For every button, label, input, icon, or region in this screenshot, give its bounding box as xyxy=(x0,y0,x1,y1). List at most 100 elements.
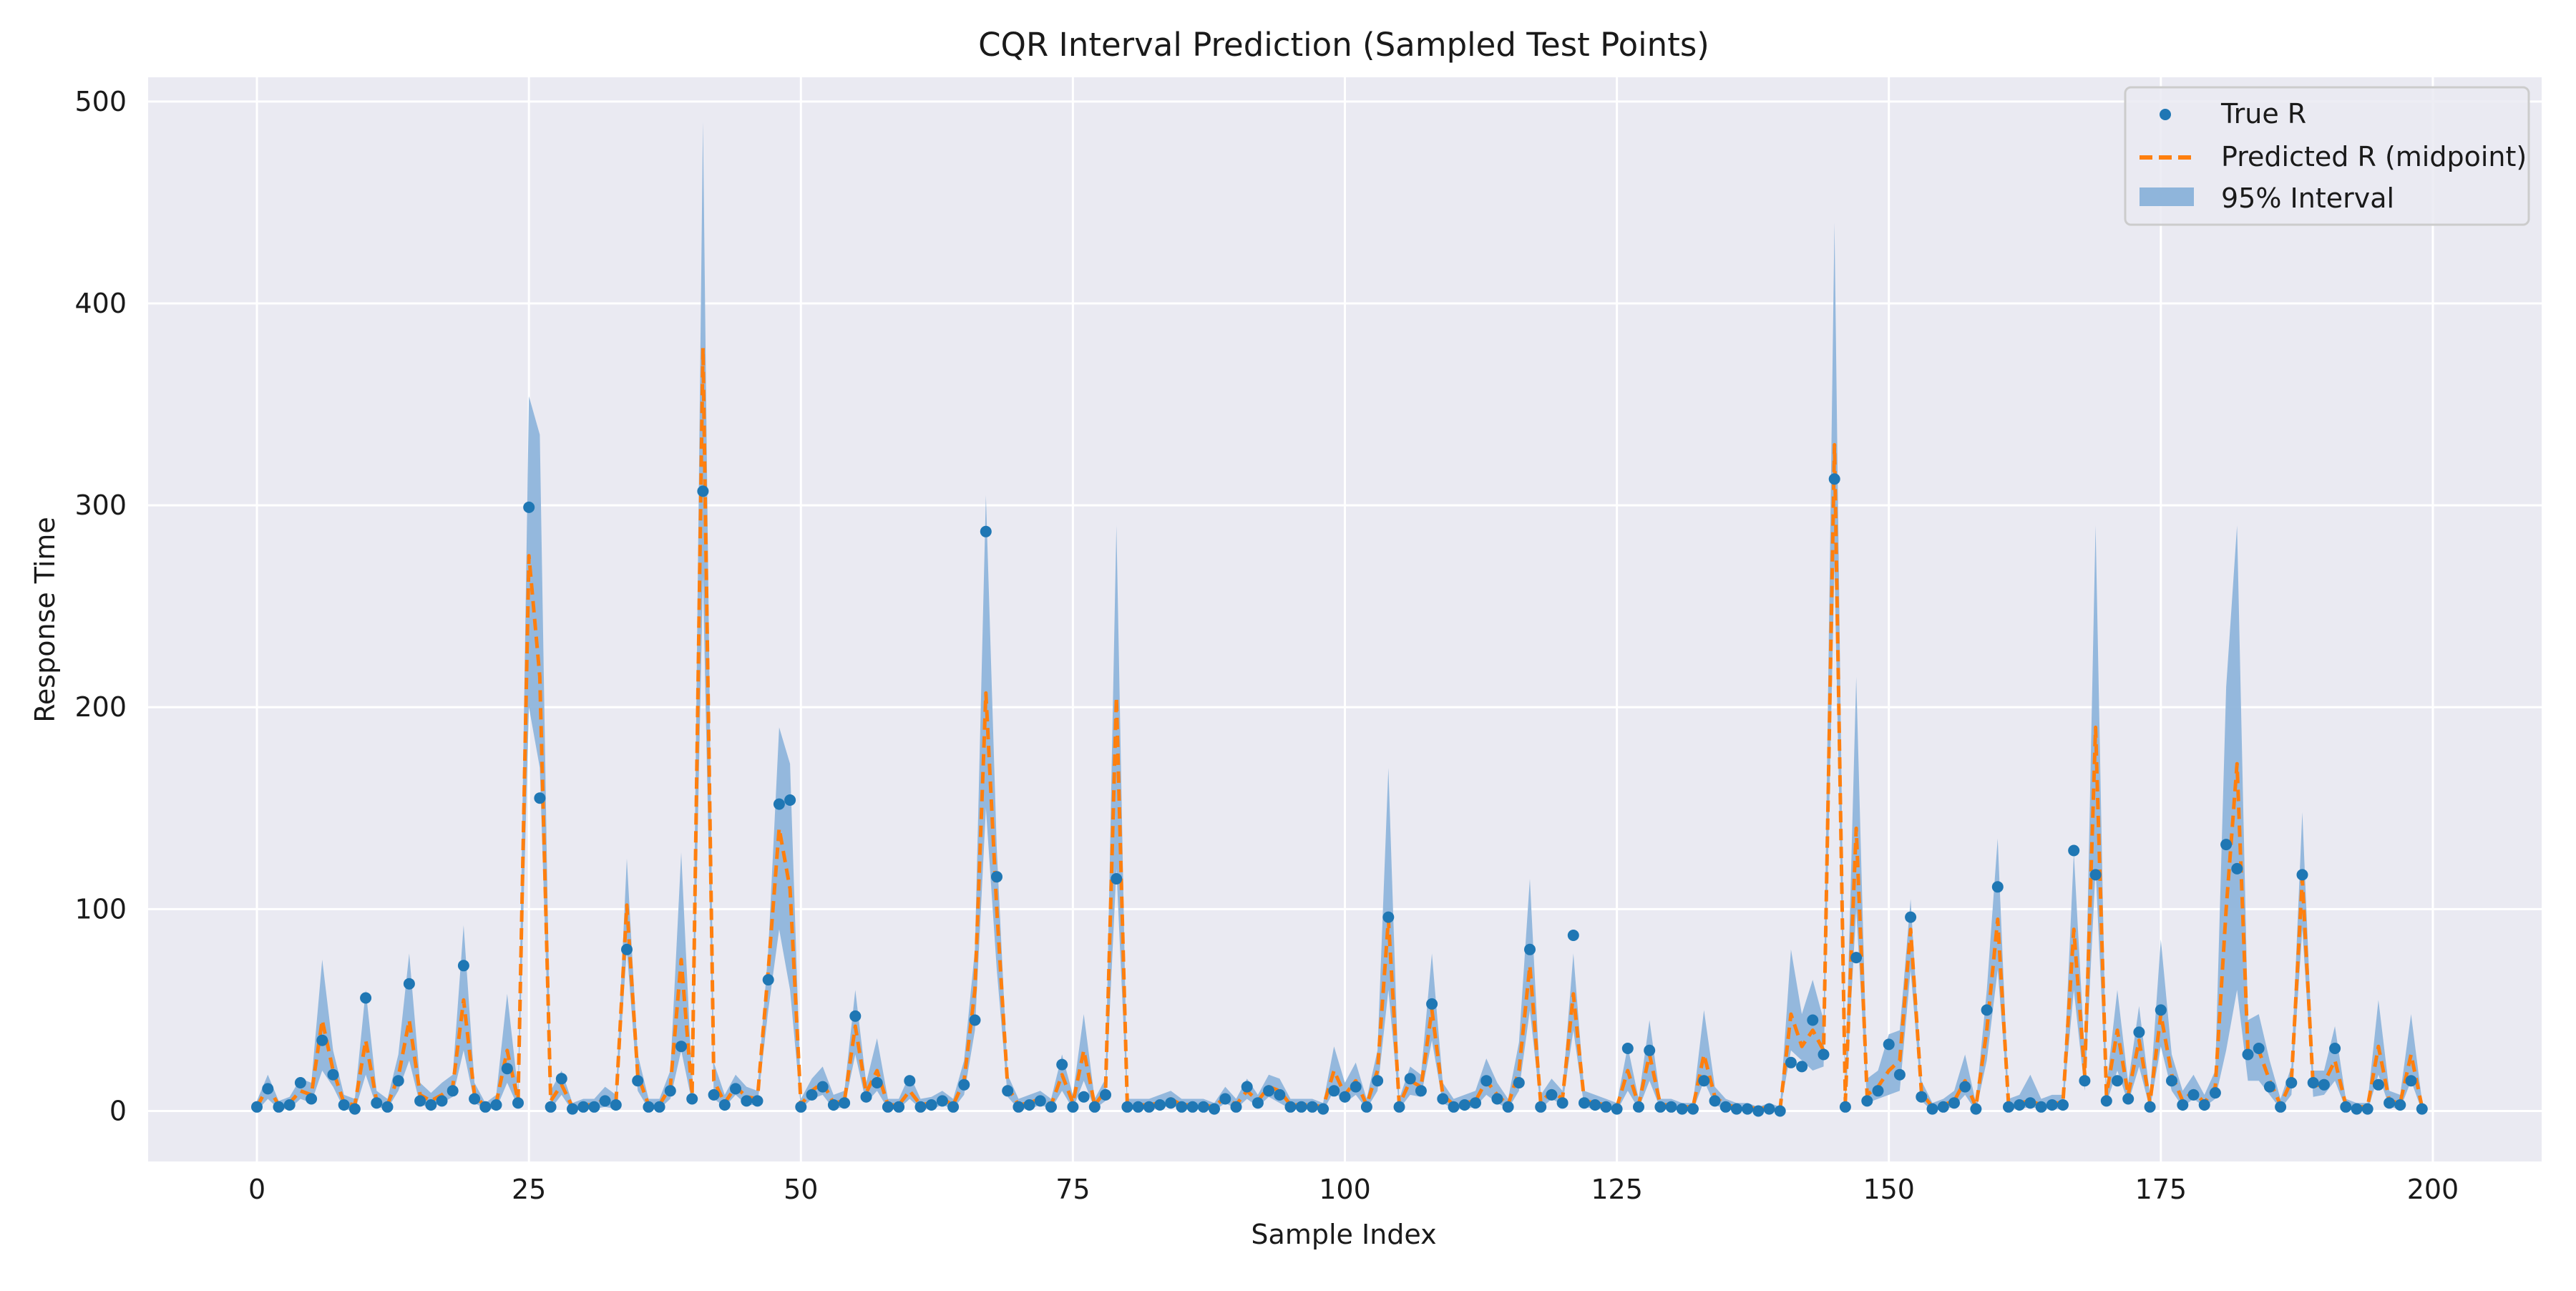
true-r-point xyxy=(664,1085,676,1097)
true-r-point xyxy=(479,1101,492,1113)
true-r-point xyxy=(567,1103,578,1115)
true-r-point xyxy=(414,1095,426,1107)
true-r-point xyxy=(577,1101,590,1113)
y-tick-label: 0 xyxy=(109,1095,127,1126)
true-r-point xyxy=(1034,1095,1046,1107)
true-r-point xyxy=(2361,1103,2373,1115)
true-r-point xyxy=(1785,1056,1797,1068)
true-r-point xyxy=(425,1099,437,1111)
true-r-point xyxy=(980,525,992,537)
true-r-point xyxy=(730,1083,741,1095)
true-r-point xyxy=(1839,1101,1851,1113)
true-r-point xyxy=(490,1099,502,1111)
true-r-point xyxy=(632,1075,644,1087)
true-r-point xyxy=(1893,1068,1906,1081)
true-r-point xyxy=(2003,1101,2014,1113)
true-r-point xyxy=(381,1101,394,1113)
chart-title: CQR Interval Prediction (Sampled Test Po… xyxy=(978,26,1709,64)
true-r-point xyxy=(316,1034,328,1046)
true-r-point xyxy=(1556,1097,1568,1109)
true-r-point xyxy=(1088,1101,1101,1113)
true-r-point xyxy=(545,1101,557,1113)
points-layer xyxy=(251,473,2428,1117)
true-r-point xyxy=(1176,1101,1188,1113)
true-r-point xyxy=(2263,1081,2275,1093)
true-r-point xyxy=(588,1101,600,1113)
true-r-point xyxy=(2166,1075,2177,1087)
legend-true-r-marker xyxy=(2160,109,2171,120)
true-r-point xyxy=(827,1099,839,1111)
true-r-point xyxy=(947,1101,960,1113)
true-r-point xyxy=(1991,881,2004,893)
true-r-point xyxy=(1861,1095,1873,1107)
true-r-point xyxy=(2405,1075,2417,1087)
true-r-point xyxy=(882,1101,894,1113)
true-r-point xyxy=(1872,1085,1884,1097)
true-r-point xyxy=(1752,1105,1765,1117)
x-tick-label: 125 xyxy=(1591,1174,1643,1205)
true-r-point xyxy=(1502,1101,1514,1113)
true-r-point xyxy=(360,992,372,1004)
true-r-point xyxy=(708,1088,720,1101)
true-r-point xyxy=(457,960,469,972)
true-r-point xyxy=(1589,1099,1601,1111)
true-r-point xyxy=(469,1093,481,1105)
true-r-point xyxy=(1600,1101,1612,1113)
legend-label-true-r: True R xyxy=(2220,98,2306,130)
true-r-point xyxy=(871,1077,883,1088)
true-r-point xyxy=(338,1099,350,1111)
true-r-point xyxy=(784,794,796,806)
true-r-point xyxy=(1372,1075,1384,1087)
true-r-point xyxy=(1013,1101,1025,1113)
true-r-point xyxy=(1023,1099,1035,1111)
true-r-point xyxy=(1937,1101,1949,1113)
y-axis-label: Response Time xyxy=(29,517,61,723)
true-r-point xyxy=(893,1101,905,1113)
true-r-point xyxy=(1306,1101,1318,1113)
true-r-point xyxy=(1284,1101,1297,1113)
true-r-point xyxy=(1807,1014,1819,1026)
true-r-point xyxy=(1633,1101,1644,1113)
true-r-point xyxy=(2024,1097,2036,1109)
true-r-point xyxy=(1621,1043,1634,1054)
true-r-point xyxy=(2046,1099,2058,1111)
x-tick-label: 75 xyxy=(1055,1174,1090,1205)
true-r-point xyxy=(1230,1101,1242,1113)
true-r-point xyxy=(2133,1026,2145,1038)
true-r-point xyxy=(1295,1101,1307,1113)
true-r-point xyxy=(2057,1099,2069,1111)
true-r-point xyxy=(1470,1097,1481,1109)
true-r-point xyxy=(2112,1075,2123,1087)
true-r-point xyxy=(1154,1099,1166,1111)
true-r-point xyxy=(643,1101,655,1113)
true-r-point xyxy=(1546,1088,1558,1101)
true-r-point xyxy=(1535,1101,1547,1113)
true-r-point xyxy=(1742,1103,1754,1115)
true-r-point xyxy=(1339,1091,1351,1103)
x-tick-label: 150 xyxy=(1863,1174,1915,1205)
true-r-point xyxy=(697,485,709,497)
true-r-point xyxy=(1165,1097,1177,1109)
true-r-point xyxy=(1132,1101,1144,1113)
true-r-point xyxy=(1513,1077,1525,1088)
true-r-point xyxy=(936,1095,948,1107)
true-r-point xyxy=(436,1095,448,1107)
true-r-point xyxy=(1002,1085,1014,1097)
true-r-point xyxy=(741,1095,753,1107)
true-r-point xyxy=(2209,1087,2221,1099)
true-r-point xyxy=(1611,1103,1623,1115)
true-r-point xyxy=(2035,1101,2047,1113)
true-r-point xyxy=(2275,1101,2287,1113)
true-r-point xyxy=(1981,1004,1993,1016)
true-r-point xyxy=(1828,473,1840,485)
true-r-point xyxy=(751,1095,763,1107)
true-r-point xyxy=(2079,1075,2091,1087)
true-r-point xyxy=(2394,1099,2406,1111)
true-r-point xyxy=(1665,1101,1677,1113)
true-r-point xyxy=(686,1093,698,1105)
true-r-point xyxy=(2329,1043,2341,1054)
true-r-point xyxy=(1263,1085,1275,1097)
true-r-point xyxy=(860,1091,872,1103)
